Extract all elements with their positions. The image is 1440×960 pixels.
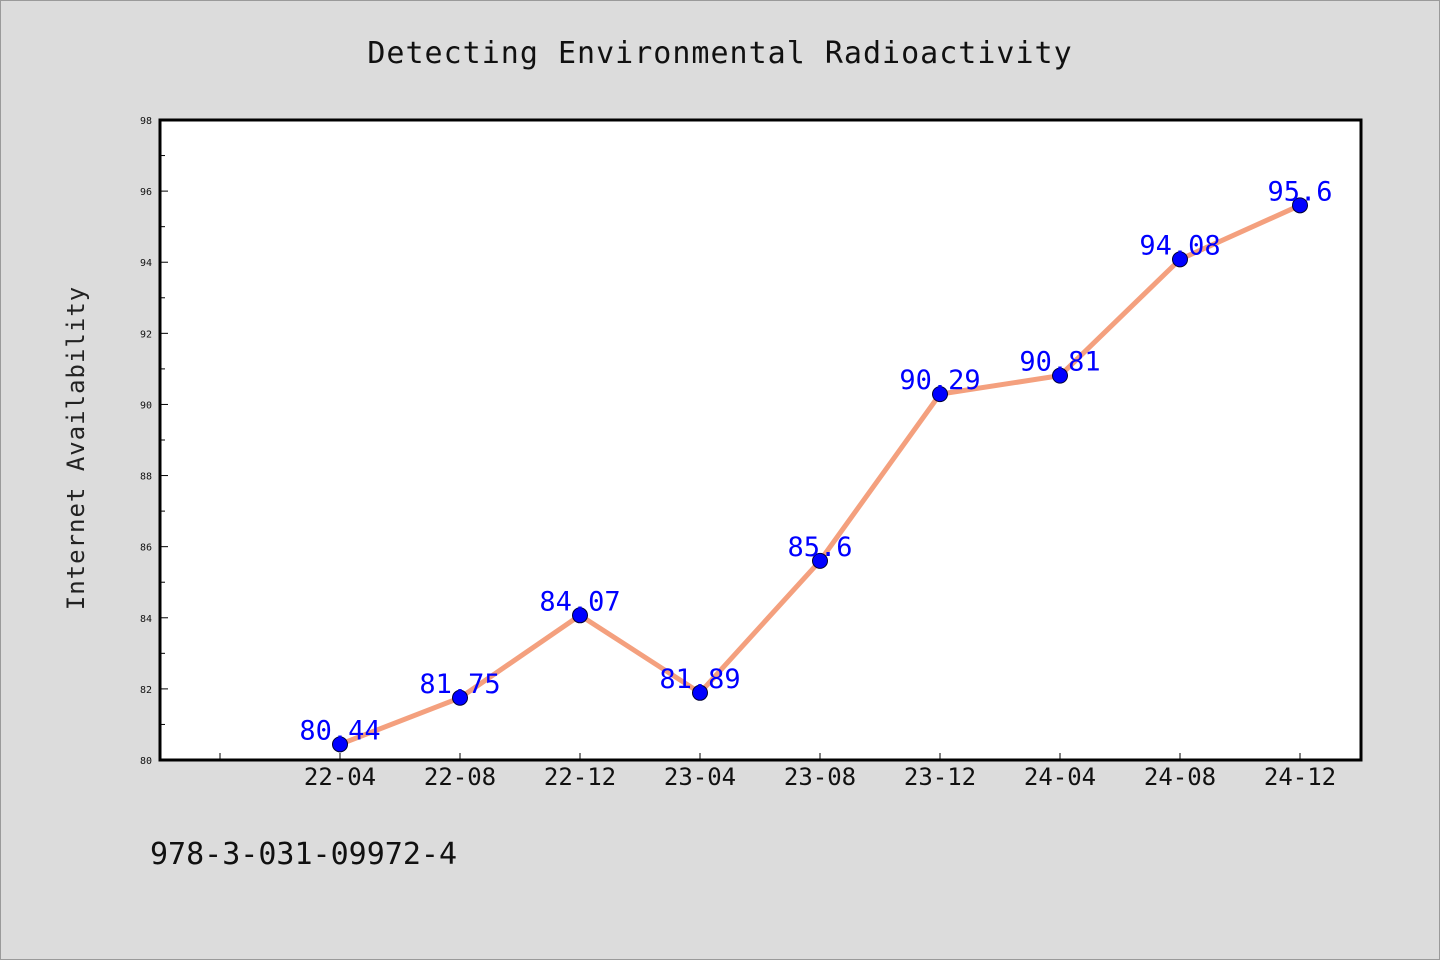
data-label: 81.89 — [659, 664, 740, 695]
y-tick-label: 84 — [140, 614, 152, 625]
data-label: 85.6 — [787, 532, 852, 563]
x-tick-label: 22-12 — [544, 763, 616, 791]
data-label: 94.08 — [1139, 230, 1220, 261]
x-axis: 22-04 22-08 22-12 23-04 23-08 23-12 24-04 24-08… — [219, 753, 1336, 791]
footer-isbn: 978-3-031-09972-4 — [150, 837, 457, 872]
data-point — [1292, 197, 1308, 214]
x-tick-label: 24-12 — [1264, 763, 1336, 791]
x-tick-label: 22-04 — [304, 763, 376, 791]
plot-area — [158, 118, 1363, 762]
y-tick-label: 80 — [140, 756, 152, 767]
y-tick-label: 92 — [140, 329, 152, 340]
data-point — [332, 736, 348, 753]
y-axis: 80 82 84 86 88 90 92 94 96 98 — [140, 116, 168, 767]
data-label: 90.29 — [899, 365, 980, 396]
y-tick-label: 82 — [140, 685, 152, 696]
y-tick-label: 98 — [140, 116, 152, 127]
data-point — [1172, 251, 1188, 268]
y-tick-label: 86 — [140, 543, 152, 554]
data-label: 81.75 — [419, 669, 500, 700]
data-label: 95.6 — [1267, 176, 1332, 207]
x-tick-label: 24-04 — [1024, 763, 1096, 791]
data-point — [452, 689, 468, 706]
data-point — [572, 607, 588, 624]
data-label: 80.44 — [299, 715, 380, 746]
x-tick-label: 24-08 — [1144, 763, 1216, 791]
y-tick-label: 88 — [140, 472, 152, 483]
data-point — [812, 552, 828, 569]
y-axis-label: Internet Availability — [62, 286, 90, 610]
data-point — [1052, 367, 1068, 384]
x-tick-label: 23-08 — [784, 763, 856, 791]
y-tick-label: 94 — [140, 258, 152, 269]
series-markers — [332, 197, 1308, 753]
data-label: 90.81 — [1019, 347, 1100, 378]
data-point — [692, 684, 708, 701]
y-tick-label: 90 — [140, 400, 152, 411]
x-tick-label: 23-04 — [664, 763, 736, 791]
data-labels: 80.44 81.75 84.07 81.89 85.6 90.29 90.81 94.08 9… — [299, 176, 1332, 746]
x-tick-label: 22-08 — [424, 763, 496, 791]
x-tick-label: 23-12 — [904, 763, 976, 791]
y-tick-label: 96 — [140, 187, 152, 198]
chart-title: Detecting Environmental Radioactivity — [367, 36, 1072, 71]
data-label: 84.07 — [539, 586, 620, 617]
data-point — [932, 386, 948, 403]
